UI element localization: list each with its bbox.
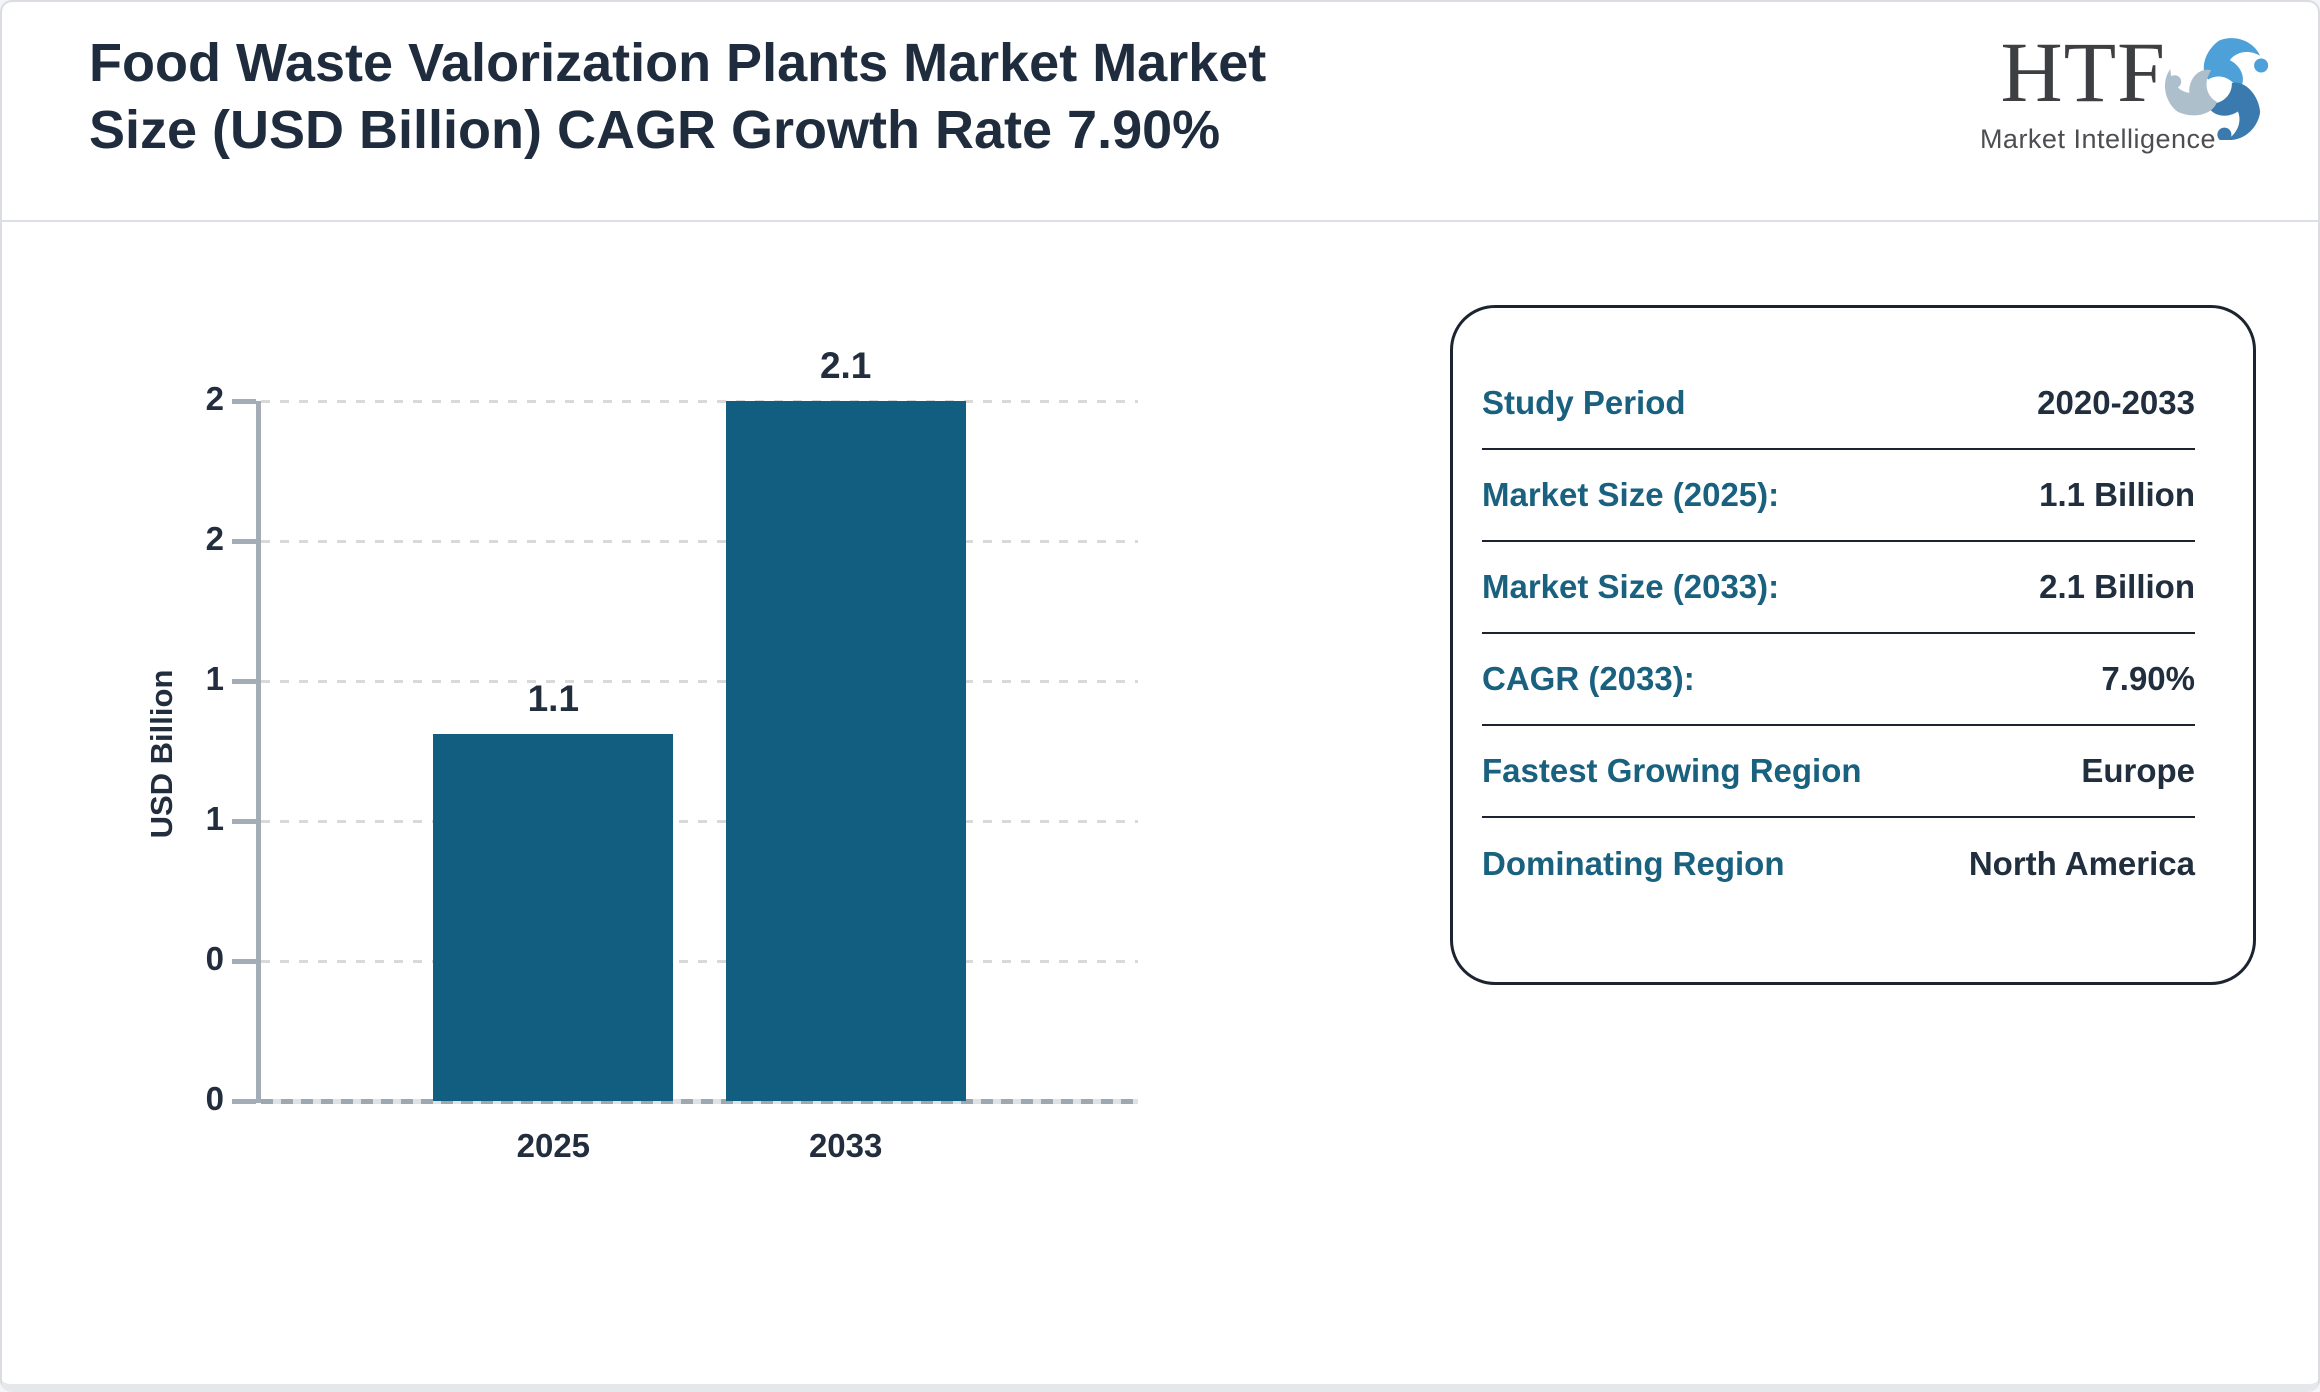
card-row-2: Market Size (2033): 2.1 Billion (1482, 542, 2195, 634)
card-row-value: Europe (2081, 752, 2195, 789)
card-row-4: Fastest Growing Region Europe (1482, 726, 2195, 818)
bar-value-label: 1.1 (527, 678, 580, 719)
plot-area: 0 0 1 1 2 2 1.1 2025 2.1 2033 (206, 345, 1138, 1164)
card-row-label: CAGR (2033): (1482, 660, 1695, 697)
x-tick-label-2033: 2033 (808, 1127, 883, 1164)
y-tick-mark (232, 399, 256, 404)
x-axis-baseline (261, 1099, 1138, 1104)
summary-card: Study Period 2020-2033 Market Size (2025):… (1450, 305, 2256, 985)
gridline (261, 960, 1138, 963)
card-row-label: Market Size (2025): (1482, 476, 1780, 513)
card-row-0: Study Period 2020-2033 (1482, 358, 2195, 450)
y-tick-label: 1 (205, 800, 224, 837)
y-tick-label: 2 (205, 520, 224, 557)
x-tick-label-2025: 2025 (516, 1127, 591, 1164)
card-row-value: 1.1 Billion (2039, 476, 2195, 513)
card-row-value: 7.90% (2101, 660, 2195, 697)
card-row-label: Fastest Growing Region (1482, 752, 1862, 789)
logo-row: HTF (1978, 24, 2278, 140)
y-tick-label: 0 (205, 940, 224, 977)
bar-2025 (433, 734, 674, 1101)
y-tick-label: 1 (205, 660, 224, 697)
bar-2033 (725, 401, 966, 1101)
page-title: Food Waste Valorization Plants Market Ma… (89, 33, 1267, 160)
card-row-3: CAGR (2033): 7.90% (1482, 634, 2195, 726)
card-row-value: North America (1968, 845, 2195, 882)
card-row-5: Dominating Region North America (1482, 818, 2195, 910)
header: Food Waste Valorization Plants Market Ma… (2, 2, 2318, 222)
y-tick-mark (232, 959, 256, 964)
card-row-label: Market Size (2033): (1482, 568, 1780, 605)
swirl-people-icon (2164, 38, 2269, 140)
y-tick-mark (232, 679, 256, 684)
y-tick-label: 2 (205, 380, 224, 417)
y-tick-mark (232, 539, 256, 544)
gridline (261, 680, 1138, 683)
card-row-1: Market Size (2025): 1.1 Billion (1482, 450, 2195, 542)
y-axis-line (256, 401, 261, 1103)
y-tick-mark (232, 819, 256, 824)
htf-logo: HTF Market Intelligence (1978, 24, 2278, 162)
header-divider (2, 220, 2318, 222)
y-tick-mark (232, 1099, 256, 1104)
card-row-value: 2020-2033 (2037, 384, 2195, 421)
gridline (261, 400, 1138, 403)
gridline (261, 540, 1138, 543)
logo-subtitle: Market Intelligence (1979, 124, 2217, 154)
card-row-label: Study Period (1482, 384, 1686, 421)
card-row-label: Dominating Region (1482, 845, 1785, 882)
logo-wordmark: HTF (2000, 24, 2166, 120)
y-tick-label: 0 (205, 1080, 224, 1117)
gridline (261, 820, 1138, 823)
bar-value-label: 2.1 (819, 345, 872, 386)
card-row-value: 2.1 Billion (2039, 568, 2195, 605)
